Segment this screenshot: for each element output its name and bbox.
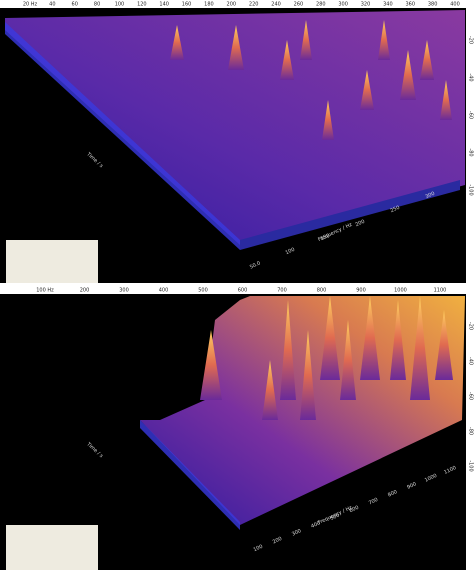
ruler-label: 100 Hz [36, 288, 54, 294]
frequency-tick-label: 800 [387, 489, 398, 498]
frequency-tick-label: 250 [390, 205, 401, 214]
ruler-label: 400 [450, 2, 460, 8]
ruler-label: -80 [468, 427, 474, 435]
ruler-label: 100 [115, 2, 125, 8]
overlay-box [6, 525, 98, 570]
ruler-label: 500 [198, 288, 208, 294]
ruler-label: 380 [428, 2, 438, 8]
frequency-tick-label: 600 [349, 505, 360, 514]
ruler-label: 900 [356, 288, 366, 294]
ruler-label: 700 [277, 288, 287, 294]
ruler-label: 140 [159, 2, 169, 8]
frequency-tick-label: 150 [320, 233, 331, 242]
ruler-label: -40 [468, 357, 474, 365]
surface-edge [240, 180, 460, 250]
ruler-label: 60 [72, 2, 78, 8]
ruler-label: 40 [49, 2, 55, 8]
ruler-label: 300 [338, 2, 348, 8]
ruler-label: 1000 [394, 288, 407, 294]
ruler-label: 20 Hz [23, 2, 38, 8]
ruler-label: -100 [468, 184, 474, 195]
divider [0, 283, 476, 286]
overlay-box [6, 240, 98, 283]
frequency-tick-label: 100 [253, 544, 264, 553]
surface-edge [5, 22, 240, 250]
ruler-label: -20 [468, 36, 474, 44]
ruler-label: -80 [468, 148, 474, 156]
frequency-tick-label: 1000 [424, 473, 438, 484]
ruler-label: -60 [468, 111, 474, 119]
ruler-label: 340 [383, 2, 393, 8]
surface-edge [140, 420, 240, 530]
ruler-label: -60 [468, 392, 474, 400]
frequency-tick-label: 50.0 [249, 260, 262, 270]
ruler-label: 300 [119, 288, 129, 294]
frequency-tick-label: 500 [329, 513, 340, 522]
ruler-label: 80 [94, 2, 100, 8]
ruler-label: 1100 [434, 288, 447, 294]
ruler-label: -100 [468, 460, 474, 471]
ruler-label: 400 [159, 288, 169, 294]
ruler-label: 320 [361, 2, 371, 8]
frequency-tick-label: 300 [425, 191, 436, 200]
ruler-label: 800 [317, 288, 327, 294]
ruler-label: 220 [249, 2, 259, 8]
ruler-label: 280 [316, 2, 326, 8]
ruler-label: 200 [227, 2, 237, 8]
frequency-tick-label: 300 [291, 528, 302, 537]
peaks [170, 20, 452, 140]
frequency-tick-label: 1100 [443, 465, 457, 476]
frequency-tick-label: 100 [285, 247, 296, 256]
frequency-tick-label: 200 [355, 219, 366, 228]
top-ruler [0, 286, 476, 294]
ruler-label: 360 [405, 2, 415, 8]
peaks [200, 296, 453, 420]
ruler-label: 160 [182, 2, 192, 8]
ruler-label: -20 [468, 322, 474, 330]
frequency-tick-label: 700 [368, 497, 379, 506]
ruler-label: 200 [80, 288, 90, 294]
frequency-tick-label: 400 [310, 520, 321, 529]
ruler-label: 240 [271, 2, 281, 8]
surface [5, 10, 465, 245]
ruler-label: 260 [294, 2, 304, 8]
top-ruler [0, 0, 476, 8]
frequency-tick-label: 900 [406, 481, 417, 490]
ruler-label: 120 [137, 2, 147, 8]
ruler-label: -40 [468, 73, 474, 81]
ruler-label: 600 [238, 288, 248, 294]
right-ruler [466, 0, 476, 283]
frequency-tick-label: 200 [272, 536, 283, 545]
right-ruler [466, 286, 476, 570]
ruler-label: 180 [204, 2, 214, 8]
